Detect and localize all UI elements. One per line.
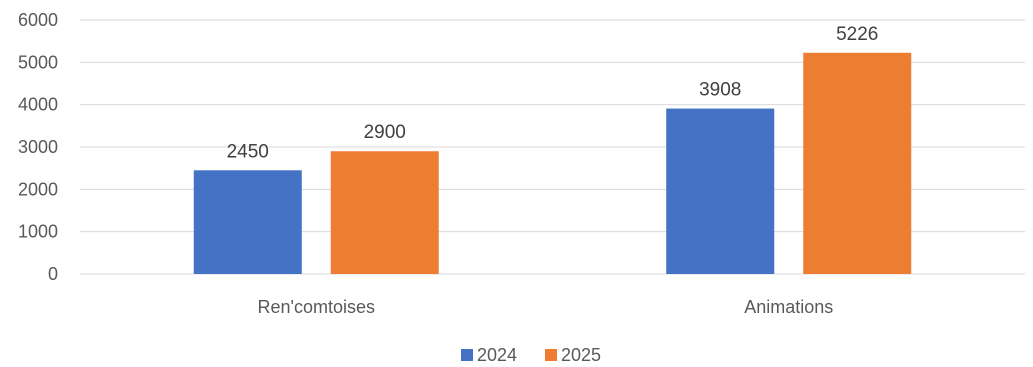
category-labels: Ren'comtoises Animations <box>258 297 834 317</box>
category-label: Ren'comtoises <box>258 297 375 317</box>
data-label: 3908 <box>699 80 741 101</box>
bars <box>193 52 912 275</box>
bar-2024-0 <box>193 170 302 274</box>
y-tick-label: 1000 <box>18 222 58 242</box>
bar-2025-1 <box>803 52 912 275</box>
category-label: Animations <box>744 297 833 317</box>
bar-2025-0 <box>330 151 439 274</box>
legend-label: 2024 <box>477 345 517 365</box>
y-tick-label: 0 <box>48 264 58 284</box>
legend-swatch-2024 <box>461 349 473 361</box>
bar-2024-1 <box>666 108 775 274</box>
data-label: 5226 <box>836 24 878 45</box>
y-tick-label: 5000 <box>18 52 58 72</box>
data-label: 2900 <box>364 122 406 143</box>
legend: 2024 2025 <box>461 345 601 365</box>
y-tick-label: 3000 <box>18 137 58 157</box>
legend-swatch-2025 <box>545 349 557 361</box>
data-labels: 2450 2900 3908 5226 <box>227 24 879 163</box>
legend-label: 2025 <box>561 345 601 365</box>
y-axis-ticks: 0 1000 2000 3000 4000 5000 6000 <box>18 10 58 284</box>
data-label: 2450 <box>227 141 269 162</box>
y-tick-label: 4000 <box>18 95 58 115</box>
y-tick-label: 2000 <box>18 179 58 199</box>
y-tick-label: 6000 <box>18 10 58 30</box>
